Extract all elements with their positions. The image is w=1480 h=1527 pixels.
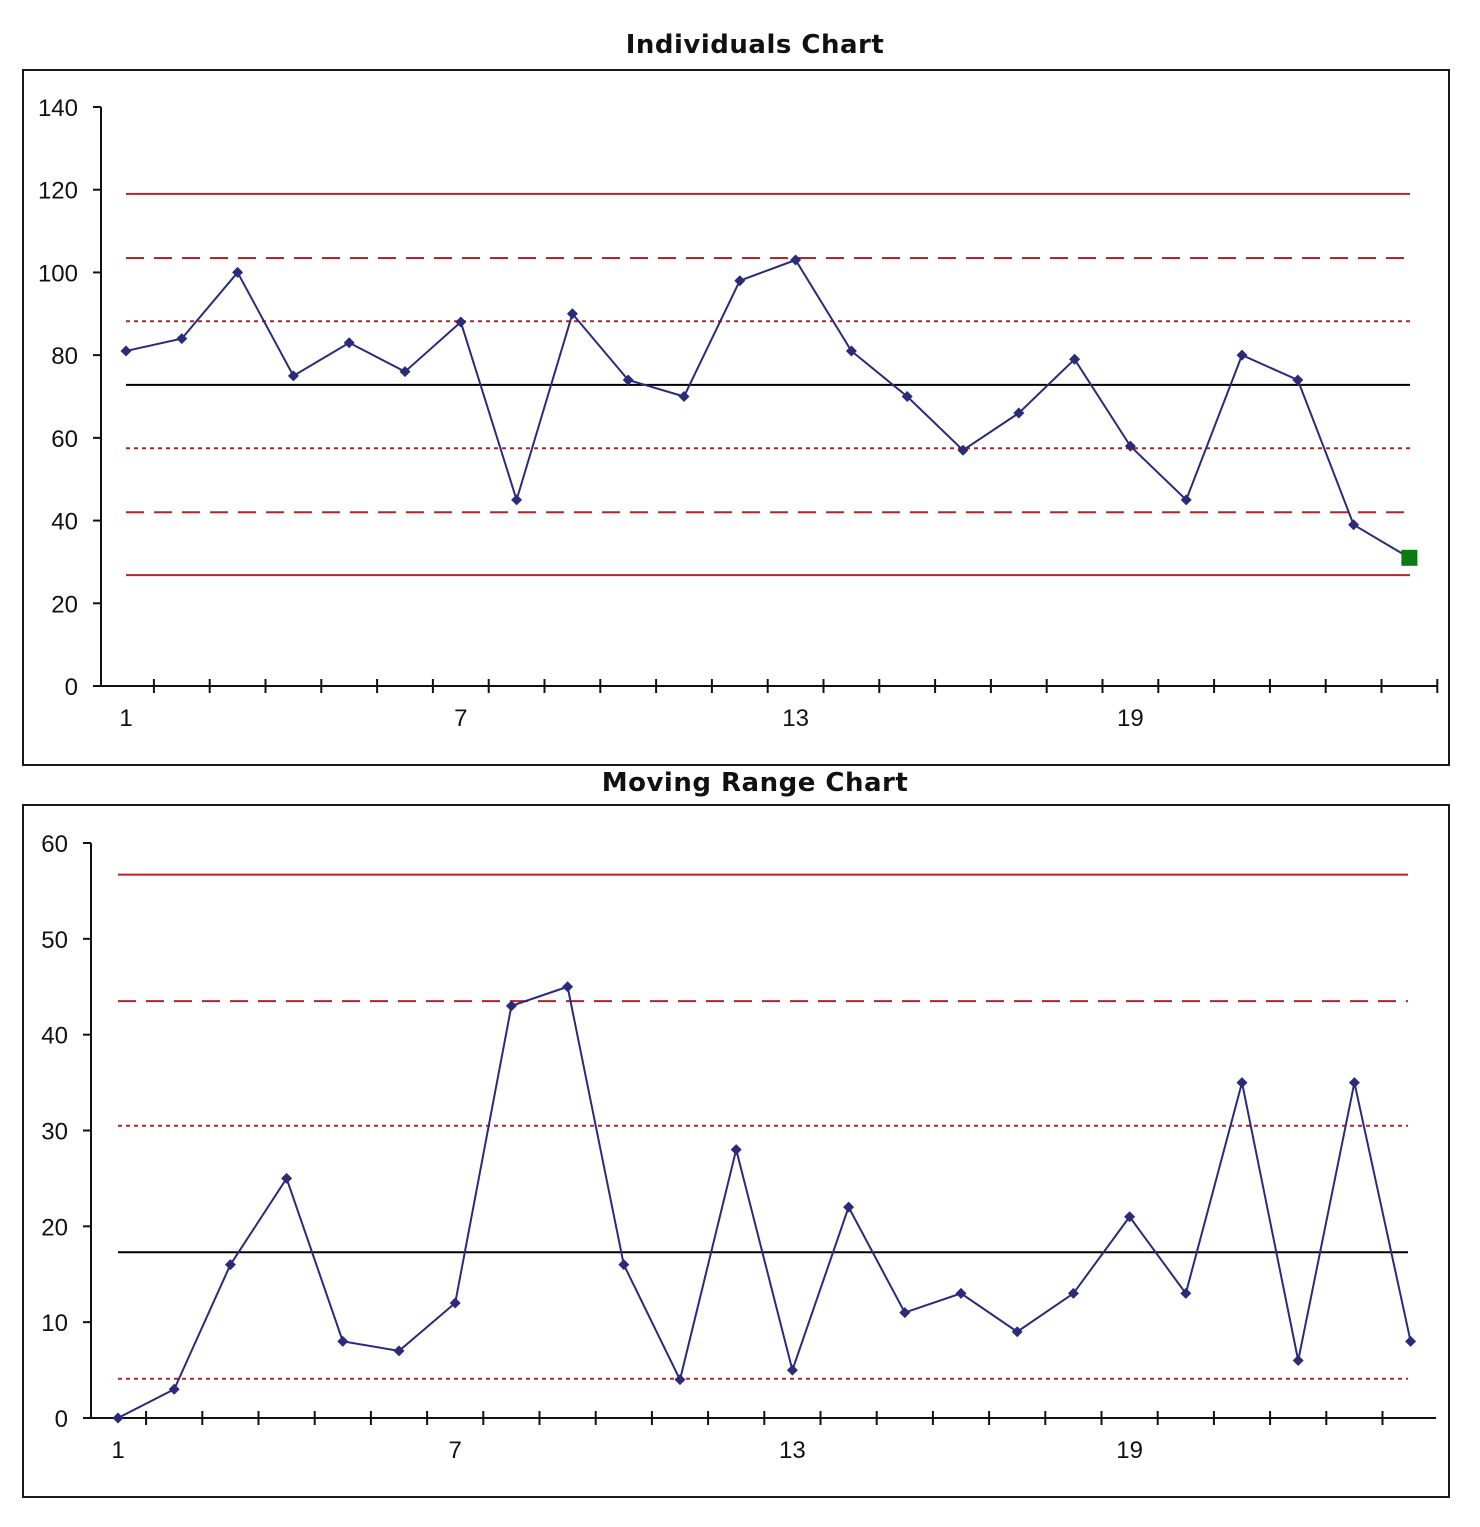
moving-range-y-tick-label: 50 <box>41 927 68 954</box>
moving-range-data-point <box>1124 1211 1136 1223</box>
individuals-data-point <box>678 391 690 402</box>
individuals-data-point <box>120 345 132 357</box>
moving-range-data-point <box>1348 1077 1360 1089</box>
moving-range-data-point <box>393 1345 405 1357</box>
individuals-data-point <box>1013 407 1025 419</box>
individuals-data-point <box>566 308 578 320</box>
individuals-data-point <box>1180 494 1192 506</box>
individuals-x-tick-label: 13 <box>782 705 809 732</box>
individuals-data-point <box>511 494 523 506</box>
moving-range-data-line <box>117 985 1412 1419</box>
moving-range-data-point <box>1292 1355 1304 1366</box>
individuals-data-point <box>455 316 467 328</box>
individuals-y-tick-label: 100 <box>38 260 78 287</box>
moving-range-data-point <box>1011 1326 1023 1338</box>
individuals-data-point <box>845 345 857 357</box>
moving-range-x-tick-label: 1 <box>111 1437 124 1464</box>
moving-range-data-point <box>337 1335 349 1347</box>
individuals-chart-panel <box>22 69 1450 766</box>
moving-range-data-point <box>618 1259 630 1271</box>
moving-range-data-point <box>899 1307 911 1319</box>
moving-range-data-point <box>674 1374 686 1386</box>
individuals-highlighted-point <box>1401 549 1418 566</box>
individuals-data-point <box>232 266 244 278</box>
moving-range-y-tick-label: 60 <box>41 831 68 858</box>
moving-range-data-point <box>1236 1077 1248 1089</box>
moving-range-data-point <box>1405 1335 1417 1347</box>
individuals-y-tick-label: 140 <box>38 95 78 122</box>
moving-range-chart-title: Moving Range Chart <box>601 768 909 798</box>
moving-range-y-tick-label: 30 <box>41 1119 68 1146</box>
individuals-data-point <box>957 444 969 456</box>
individuals-y-tick-label: 0 <box>65 674 78 701</box>
moving-range-data-point <box>449 1297 461 1309</box>
moving-range-data-point <box>224 1259 236 1271</box>
moving-range-x-tick-label: 7 <box>449 1437 462 1464</box>
moving-range-data-point <box>112 1412 124 1424</box>
moving-range-y-tick-label: 10 <box>41 1310 68 1337</box>
moving-range-y-tick-label: 40 <box>41 1023 68 1050</box>
moving-range-x-tick-label: 13 <box>779 1437 806 1464</box>
moving-range-data-point <box>1067 1287 1079 1299</box>
moving-range-data-point <box>843 1201 855 1213</box>
moving-range-y-tick-label: 20 <box>41 1214 68 1241</box>
individuals-data-point <box>1236 349 1248 361</box>
moving-range-x-tick-label: 19 <box>1116 1437 1143 1464</box>
individuals-x-tick-label: 19 <box>1117 705 1144 732</box>
individuals-y-tick-label: 40 <box>51 509 78 536</box>
moving-range-data-point <box>281 1172 293 1184</box>
individuals-data-point <box>622 374 634 386</box>
individuals-data-point <box>1124 440 1136 452</box>
individuals-data-point <box>176 333 188 345</box>
moving-range-data-point <box>955 1287 967 1299</box>
individuals-x-tick-label: 1 <box>119 705 132 732</box>
individuals-data-point <box>399 366 411 378</box>
individuals-data-point <box>790 254 802 266</box>
moving-range-data-point <box>786 1364 798 1376</box>
individuals-data-point <box>1292 374 1304 386</box>
individuals-data-point <box>343 337 355 349</box>
individuals-y-tick-label: 80 <box>51 343 78 370</box>
individuals-data-line <box>125 258 1410 559</box>
individuals-data-point <box>901 391 913 402</box>
individuals-x-tick-label: 7 <box>454 705 467 732</box>
individuals-data-point <box>1069 353 1081 365</box>
moving-range-data-point <box>730 1144 742 1156</box>
moving-range-y-tick-label: 0 <box>55 1406 68 1433</box>
moving-range-data-point <box>1180 1287 1192 1299</box>
individuals-y-tick-label: 120 <box>38 178 78 205</box>
moving-range-data-point <box>505 1000 517 1012</box>
individuals-data-point <box>287 370 299 382</box>
individuals-data-point <box>1348 519 1360 531</box>
individuals-data-point <box>734 275 746 287</box>
individuals-chart-title: Individuals Chart <box>625 30 885 60</box>
individuals-y-tick-label: 20 <box>51 591 78 618</box>
moving-range-data-point <box>168 1383 180 1395</box>
individuals-y-tick-label: 60 <box>51 426 78 453</box>
moving-range-data-point <box>562 981 574 993</box>
